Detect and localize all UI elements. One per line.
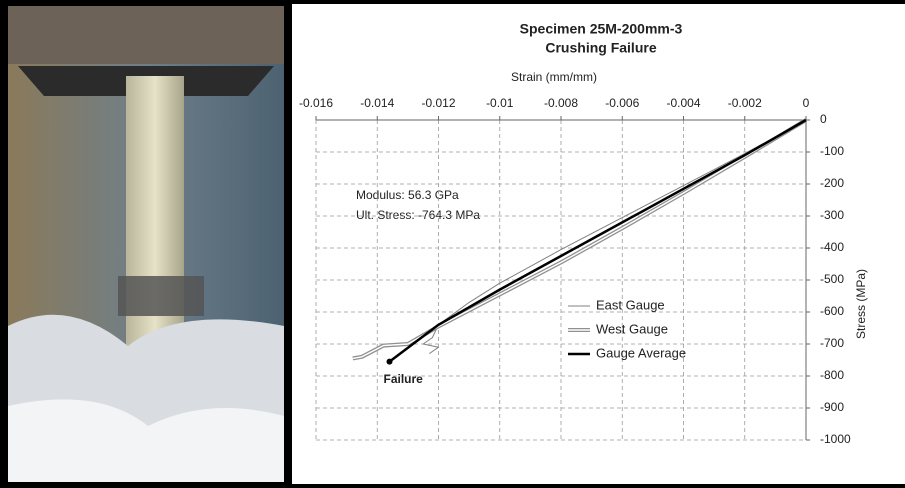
series-line bbox=[353, 120, 806, 358]
x-tick-label: -0.008 bbox=[544, 96, 578, 110]
x-axis-label: Strain (mm/mm) bbox=[511, 70, 597, 84]
y-tick-label: -400 bbox=[820, 240, 844, 254]
chart-subtitle: Crushing Failure bbox=[545, 40, 656, 56]
legend-label: East Gauge bbox=[596, 297, 665, 312]
y-tick-label: -700 bbox=[820, 336, 844, 350]
annotation: Modulus: 56.3 GPa bbox=[356, 188, 459, 202]
series-line bbox=[353, 120, 806, 358]
chart-title: Specimen 25M-200mm-3 bbox=[520, 21, 683, 37]
x-tick-label: -0.014 bbox=[360, 96, 394, 110]
x-tick-label: -0.01 bbox=[486, 96, 514, 110]
x-tick-label: -0.006 bbox=[605, 96, 639, 110]
chart: Specimen 25M-200mm-3 Crushing Failure St… bbox=[292, 4, 905, 484]
x-tick-label: -0.004 bbox=[666, 96, 700, 110]
specimen-photo bbox=[8, 6, 284, 482]
legend-label: West Gauge bbox=[596, 321, 668, 336]
y-tick-label: -1000 bbox=[820, 432, 851, 446]
y-tick-label: -500 bbox=[820, 272, 844, 286]
x-tick-label: -0.016 bbox=[299, 96, 333, 110]
y-tick-label: -900 bbox=[820, 400, 844, 414]
annotation: Ult. Stress: -764.3 MPa bbox=[356, 208, 480, 222]
y-axis-label: Stress (MPa) bbox=[854, 269, 868, 339]
y-tick-label: -600 bbox=[820, 304, 844, 318]
failure-point bbox=[387, 359, 393, 365]
failure-label: Failure bbox=[384, 372, 424, 386]
screen: Specimen 25M-200mm-3 Crushing Failure St… bbox=[0, 0, 905, 488]
y-tick-label: -100 bbox=[820, 144, 844, 158]
x-tick-label: 0 bbox=[803, 96, 810, 110]
y-tick-label: -300 bbox=[820, 208, 844, 222]
y-tick-label: -800 bbox=[820, 368, 844, 382]
y-tick-label: -200 bbox=[820, 176, 844, 190]
y-tick-label: 0 bbox=[820, 112, 827, 126]
x-tick-label: -0.002 bbox=[728, 96, 762, 110]
x-tick-label: -0.012 bbox=[421, 96, 455, 110]
legend-label: Gauge Average bbox=[596, 345, 686, 360]
